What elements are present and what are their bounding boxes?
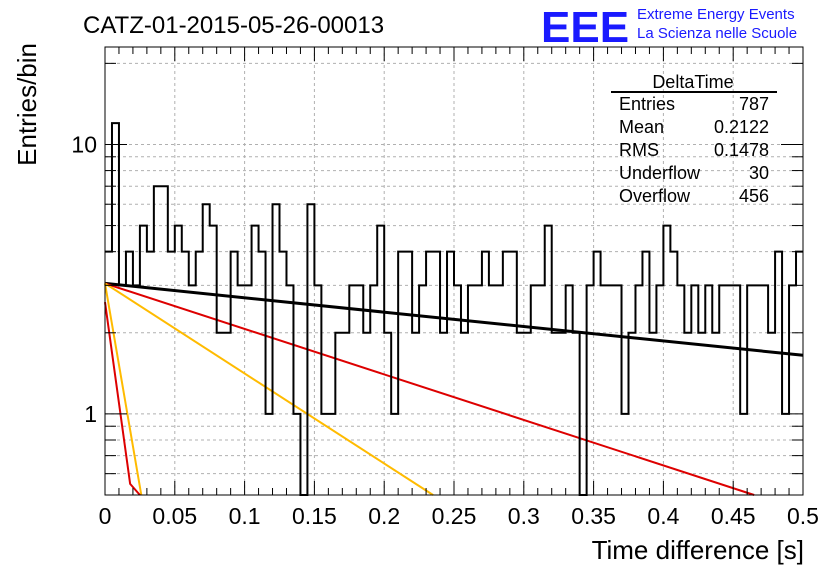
grid-lines (105, 47, 803, 496)
x-axis-label: Time difference [s] (592, 535, 804, 565)
stats-row-value: 0.1478 (714, 140, 769, 160)
fit-curve-orange (104, 283, 143, 496)
fit-curve-orange (104, 282, 434, 496)
x-tick-label: 0.05 (152, 503, 197, 529)
x-tick-label: 0.35 (571, 503, 616, 529)
fit-curves (104, 281, 804, 496)
axis-ticks (104, 47, 804, 496)
eee-logo: EEE Extreme Energy Events La Scienza nel… (541, 3, 797, 52)
stats-row-label: Overflow (619, 186, 691, 206)
fit-curve-red (104, 282, 755, 496)
x-tick-label: 0.25 (432, 503, 477, 529)
x-tick-label: 0 (99, 503, 112, 529)
y-tick-label: 10 (71, 131, 97, 157)
x-tick-label: 0.15 (292, 503, 337, 529)
x-tick-label: 0.45 (711, 503, 756, 529)
stats-row-value: 30 (749, 163, 769, 183)
stats-row-label: Entries (619, 94, 675, 114)
x-tick-label: 0.5 (787, 503, 819, 529)
stats-row-label: RMS (619, 140, 659, 160)
stats-row-label: Mean (619, 117, 664, 137)
y-tick-label: 1 (84, 401, 97, 427)
stats-row-value: 787 (739, 94, 769, 114)
x-tick-label: 0.1 (229, 503, 261, 529)
histogram-series (105, 122, 803, 496)
fit-curve-black (104, 281, 804, 357)
run-title: CATZ-01-2015-05-26-00013 (83, 12, 384, 39)
stats-row-value: 0.2122 (714, 117, 769, 137)
x-tick-label: 0.2 (368, 503, 400, 529)
x-tick-label: 0.4 (647, 503, 679, 529)
logo-line-1: Extreme Energy Events (637, 6, 795, 23)
stats-row-value: 456 (739, 186, 769, 206)
logo-line-2: La Scienza nelle Scuole (637, 25, 797, 42)
x-tick-label: 0.3 (508, 503, 540, 529)
x-tick-labels: 0 0.05 0.1 0.15 0.2 0.25 0.3 0.35 0.4 0.45 0.5 (99, 503, 819, 529)
fit-curve-red (104, 301, 141, 496)
y-tick-labels: 1 10 (71, 131, 97, 426)
stats-box: DeltaTime Entries 787 Mean 0.2122 RMS 0.1478 U… (611, 72, 777, 206)
stats-row-label: Underflow (619, 163, 701, 183)
eee-logo-text: EEE (541, 3, 629, 52)
stats-rows: Entries 787 Mean 0.2122 RMS 0.1478 Underflow 30… (619, 94, 769, 206)
y-axis-label: Entries/bin (12, 43, 42, 166)
stats-title: DeltaTime (652, 72, 733, 92)
